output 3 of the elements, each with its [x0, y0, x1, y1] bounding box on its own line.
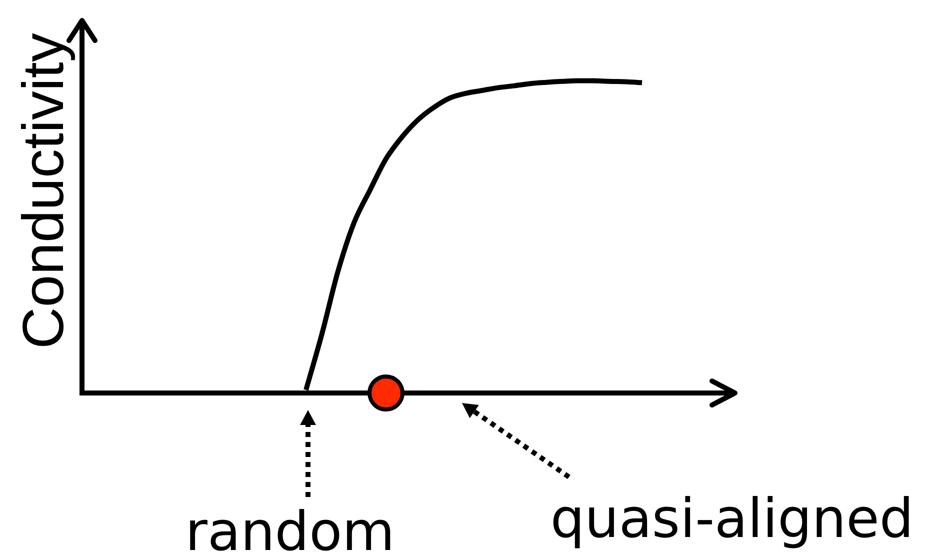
y-axis-title: Conductivity	[11, 33, 76, 349]
text: quasi-aligned	[550, 487, 914, 550]
text: random	[185, 500, 395, 559]
